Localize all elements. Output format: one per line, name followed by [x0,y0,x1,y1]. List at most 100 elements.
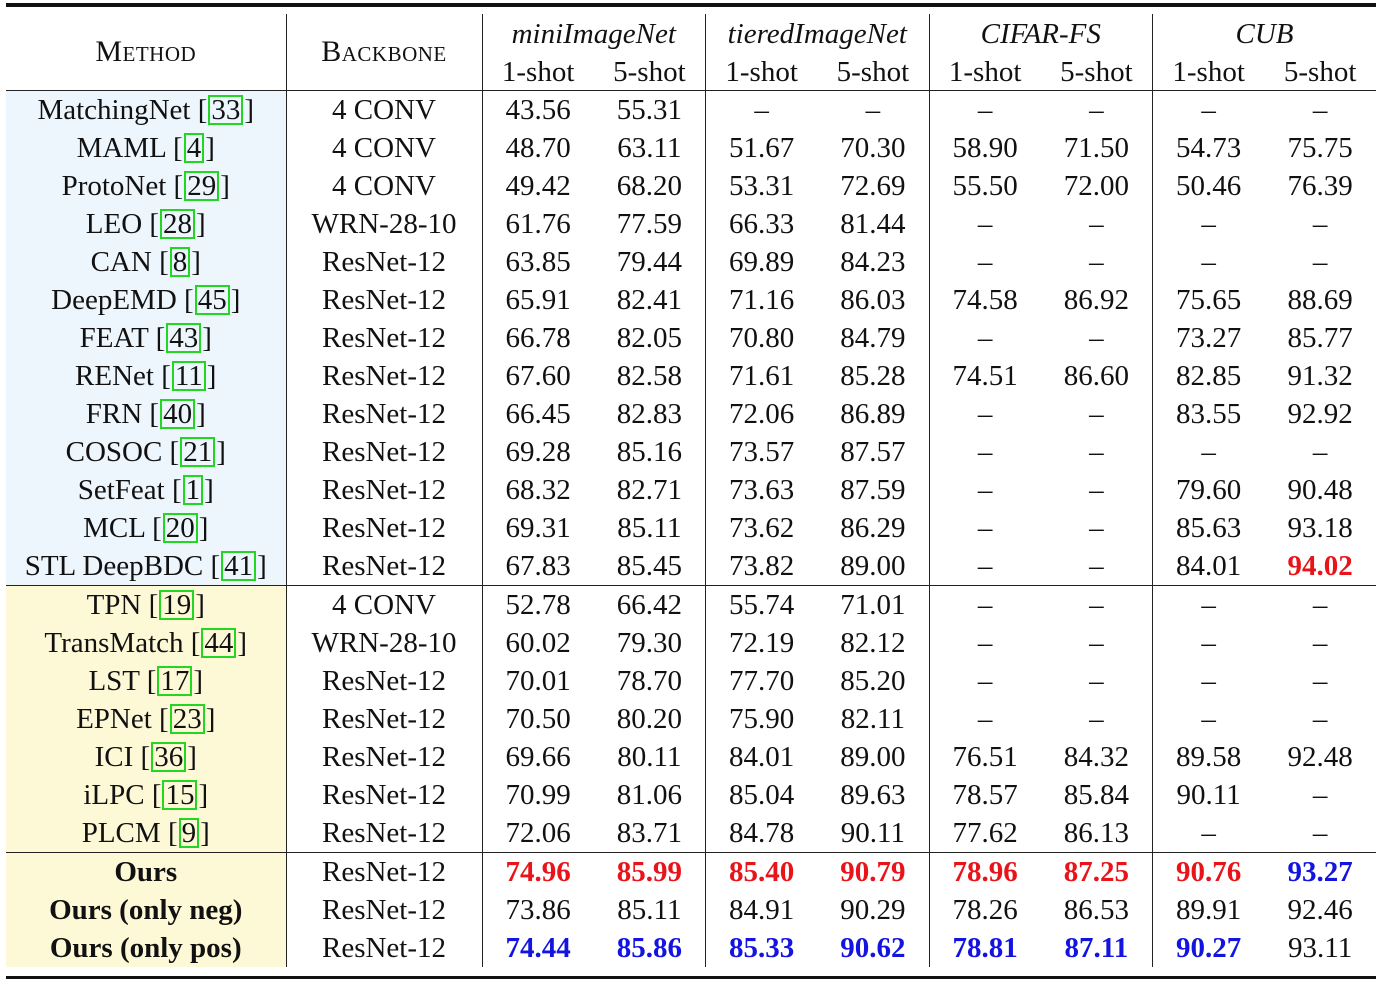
citation-bracket: ] [237,627,248,659]
value-cell: – [928,547,1041,586]
value-cell: 58.90 [928,129,1041,167]
value-cell: 85.84 [1063,779,1129,811]
citation-link[interactable]: 28 [160,209,196,239]
value-cell: 74.96 [481,852,594,891]
value-cell: 78.81 [928,929,1041,967]
value-cell: 85.99 [593,852,706,891]
value-cell: 84.32 [1063,741,1129,773]
value-cell: 66.42 [593,585,706,624]
value-cell: 69.31 [481,509,594,547]
value-cell: 72.00 [1063,170,1129,202]
backbone-cell: ResNet-12 [285,243,482,281]
value-cell: 66.45 [481,395,594,433]
value-cell: – [1312,246,1328,278]
value-cell: – [1264,585,1376,624]
value-cell: – [1089,322,1104,354]
value-cell: 86.53 [1063,894,1129,926]
citation-link[interactable]: 17 [157,666,193,696]
backbone-cell: ResNet-12 [285,509,482,547]
citation-bracket: ] [191,246,201,278]
citation-bracket: ] [198,779,209,811]
citation-link[interactable]: 43 [166,323,202,353]
citation-link[interactable]: 21 [180,437,216,467]
value-cell: 73.57 [705,433,818,471]
value-cell: 77.59 [616,208,682,240]
value-cell: – [705,90,818,129]
citation-link[interactable]: 23 [169,704,205,734]
value-cell: 89.91 [1152,891,1265,929]
table-row: FRN [40] ResNet-12 66.45 82.83 72.06 86.89– –8… [6,395,1376,433]
value-cell: 55.31 [616,94,682,126]
citation-link[interactable]: 41 [221,551,257,581]
header-dataset-tieredimagenet: tieredImageNet [705,14,929,54]
method-name: MCL [ [83,512,162,544]
method-cell: FRN [40] [6,395,286,433]
header-dataset-cub: CUB [1152,14,1376,54]
backbone-cell: ResNet-12 [285,395,482,433]
citation-link[interactable]: 29 [184,171,220,201]
method-name: LST [ [88,665,157,697]
value-cell: 90.48 [1287,474,1353,506]
value-cell: 74.51 [928,357,1041,395]
value-cell: 84.23 [840,246,906,278]
value-cell: 79.30 [616,627,682,659]
value-cell: – [928,624,1041,662]
citation-link[interactable]: 33 [208,95,244,125]
method-name: Ours (only pos) [49,932,242,964]
value-cell: – [1040,585,1153,624]
value-cell: 78.57 [928,776,1041,814]
citation-link[interactable]: 1 [182,475,204,505]
citation-link[interactable]: 20 [162,513,198,543]
citation-link[interactable]: 11 [171,361,206,391]
value-cell: 89.00 [840,741,906,773]
citation-link[interactable]: 9 [178,818,200,848]
value-cell: – [1312,665,1328,697]
method-cell: MAML [4] [6,129,286,167]
citation-link[interactable]: 45 [194,285,230,315]
citation-link[interactable]: 44 [201,628,237,658]
value-cell: 76.51 [928,738,1041,776]
backbone-cell: ResNet-12 [285,433,482,471]
value-cell: 90.76 [1152,852,1265,891]
backbone-cell: ResNet-12 [285,852,482,891]
value-cell: 75.65 [1152,281,1265,319]
header-dataset-cifar-fs: CIFAR-FS [928,14,1153,54]
value-cell: 71.50 [1063,132,1129,164]
method-cell: Ours [6,852,286,891]
value-cell: 84.79 [840,322,906,354]
value-cell: 73.62 [705,509,818,547]
citation-link[interactable]: 40 [160,399,196,429]
citation-link[interactable]: 4 [183,133,205,163]
value-cell: 93.27 [1264,852,1376,891]
method-cell: Ours (only neg) [6,891,286,929]
method-name: MatchingNet [ [37,94,208,126]
value-cell: 87.11 [1064,932,1129,964]
method-cell: COSOC [21] [6,433,286,471]
value-cell: 65.91 [481,281,594,319]
citation-link[interactable]: 36 [151,742,187,772]
table-row: MAML [4] 4 CONV 48.70 63.11 51.67 70.30 58.90 7… [6,129,1376,167]
method-cell: MCL [20] [6,509,286,547]
value-cell: 84.78 [705,814,818,853]
value-cell: 88.69 [1287,284,1353,316]
value-cell: 92.48 [1287,741,1353,773]
value-cell: 87.57 [840,436,906,468]
method-cell: EPNet [23] [6,700,286,738]
value-cell: 66.78 [481,319,594,357]
citation-link[interactable]: 15 [162,780,198,810]
method-cell: LEO [28] [6,205,286,243]
value-cell: 72.69 [840,170,906,202]
backbone-cell: ResNet-12 [285,776,482,814]
value-cell: – [1312,436,1328,468]
method-name: LEO [ [85,208,160,240]
backbone-cell: ResNet-12 [285,547,482,586]
citation-link[interactable]: 8 [169,247,191,277]
citation-link[interactable]: 19 [159,590,195,620]
value-cell: 87.59 [840,474,906,506]
value-cell: 92.46 [1287,894,1353,926]
backbone-cell: ResNet-12 [285,319,482,357]
value-cell: – [1089,550,1104,582]
header-shot: 1-shot [1152,54,1265,91]
value-cell: 72.19 [705,624,818,662]
value-cell: 83.55 [1152,395,1265,433]
